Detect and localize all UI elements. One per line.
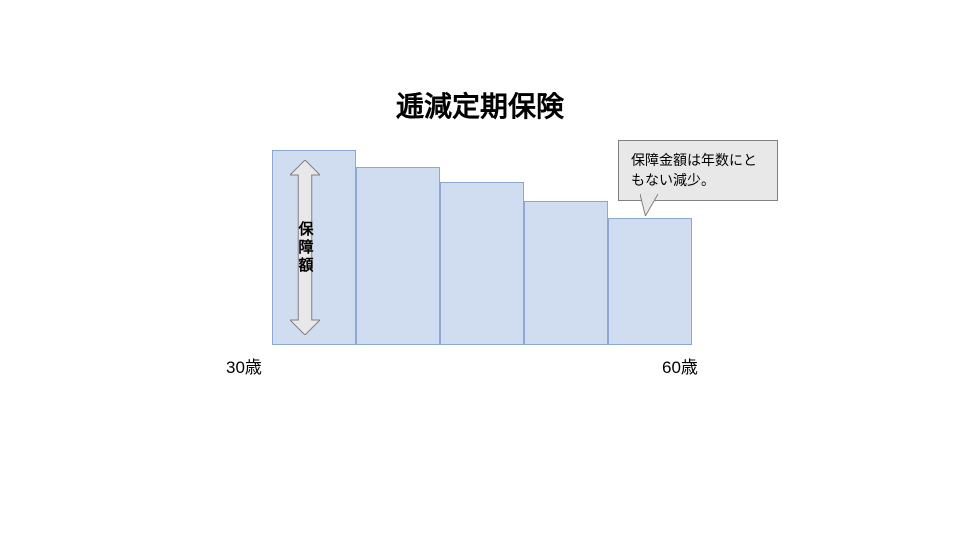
callout-box: 保障金額は年数にともない減少。 (618, 140, 778, 201)
axis-label-start: 30歳 (226, 353, 262, 378)
bar-3 (524, 201, 608, 345)
bar-1 (356, 167, 440, 345)
coverage-arrow: 保障額 (290, 160, 320, 335)
axis-label-end: 60歳 (662, 353, 698, 378)
arrow-label: 保障額 (295, 221, 316, 275)
callout-tail-icon (640, 194, 658, 216)
chart-title: 逓減定期保険 (396, 85, 564, 125)
callout-text: 保障金額は年数にともない減少。 (618, 140, 778, 201)
bar-4 (608, 218, 692, 345)
bar-2 (440, 182, 524, 345)
